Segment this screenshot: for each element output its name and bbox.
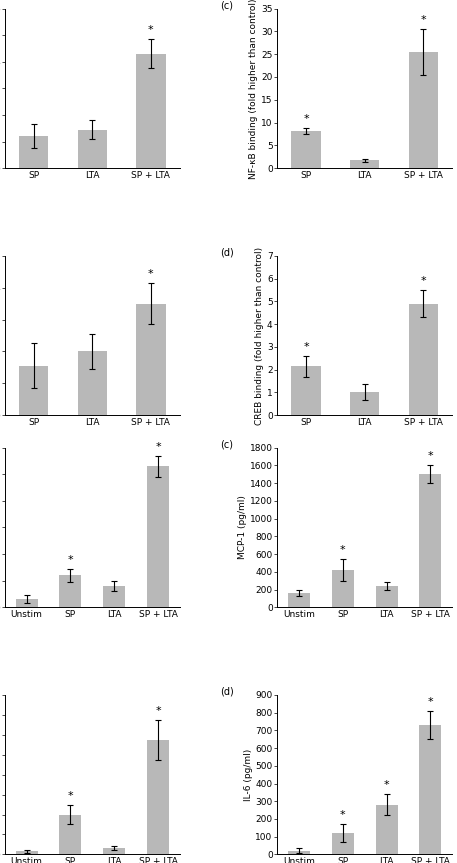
Bar: [350, 393, 379, 415]
Text: *: *: [420, 16, 426, 25]
Text: (d): (d): [221, 687, 234, 697]
Bar: [292, 366, 321, 415]
Bar: [376, 586, 398, 608]
Text: *: *: [340, 545, 345, 556]
Text: *: *: [428, 451, 433, 462]
Bar: [420, 725, 441, 854]
Bar: [19, 366, 48, 415]
Text: (d): (d): [221, 248, 234, 258]
Bar: [332, 570, 354, 608]
Bar: [288, 593, 310, 608]
Bar: [78, 351, 107, 415]
Bar: [147, 466, 169, 608]
Bar: [376, 805, 398, 854]
Bar: [409, 52, 438, 168]
Y-axis label: NF-κB binding (fold higher than control): NF-κB binding (fold higher than control): [250, 0, 258, 179]
Bar: [59, 576, 81, 608]
Text: *: *: [68, 791, 73, 801]
Bar: [103, 848, 125, 854]
Bar: [78, 129, 107, 168]
Bar: [136, 304, 165, 415]
Bar: [420, 475, 441, 608]
Text: *: *: [68, 555, 73, 564]
Bar: [332, 833, 354, 854]
Bar: [147, 740, 169, 854]
Bar: [136, 54, 165, 168]
Text: *: *: [384, 780, 389, 791]
Bar: [59, 815, 81, 854]
Bar: [350, 161, 379, 168]
Text: *: *: [303, 114, 309, 123]
Y-axis label: CREB binding (fold higher than control): CREB binding (fold higher than control): [255, 247, 264, 425]
Text: *: *: [155, 442, 161, 451]
Bar: [292, 130, 321, 168]
Bar: [16, 852, 37, 854]
Text: *: *: [420, 276, 426, 286]
Bar: [19, 136, 48, 168]
Text: *: *: [303, 342, 309, 352]
Bar: [288, 851, 310, 854]
Bar: [103, 586, 125, 608]
Text: *: *: [340, 810, 345, 820]
Text: (c): (c): [221, 440, 234, 450]
Y-axis label: MCP-1 (pg/ml): MCP-1 (pg/ml): [238, 495, 247, 559]
Bar: [16, 599, 37, 608]
Y-axis label: IL-6 (pg/ml): IL-6 (pg/ml): [244, 748, 253, 801]
Bar: [409, 304, 438, 415]
Text: *: *: [148, 25, 154, 35]
Text: *: *: [428, 697, 433, 707]
Text: *: *: [155, 706, 161, 715]
Text: *: *: [148, 269, 154, 279]
Text: (c): (c): [221, 1, 234, 10]
